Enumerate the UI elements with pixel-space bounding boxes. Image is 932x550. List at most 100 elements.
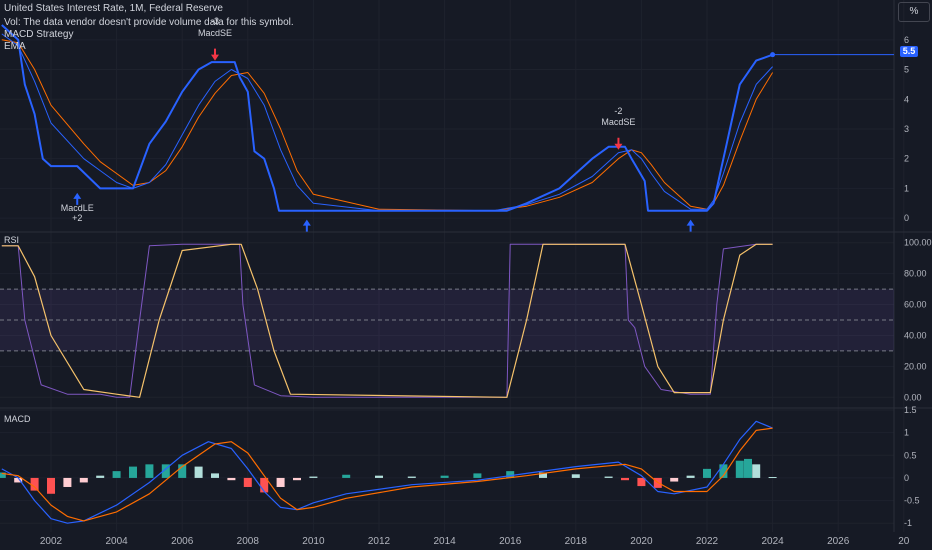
macd-histogram-bar <box>768 477 777 479</box>
short-signal-arrow <box>614 137 623 150</box>
macd-histogram-bar <box>293 477 301 481</box>
macd-histogram-bar <box>0 472 6 478</box>
macd-histogram-bar <box>686 475 695 478</box>
last-price-dot <box>770 52 776 58</box>
short-signal-qty: -2 <box>614 106 622 116</box>
price-tick-label: 3 <box>904 124 909 134</box>
macd-pane-label[interactable]: MACD <box>4 414 31 424</box>
x-tick-label: 2010 <box>302 536 325 547</box>
macd-tick-label: -1 <box>904 518 912 528</box>
price-tick-label: 5 <box>904 65 909 75</box>
price-tick-label: 0 <box>904 213 909 223</box>
macd-histogram-bar <box>161 464 170 478</box>
macd-histogram-bar <box>473 473 482 478</box>
x-tick-label: 2008 <box>237 536 260 547</box>
macd-histogram-bar <box>440 475 449 478</box>
axes: 2002 2004 2006 2008 2010 2012 2014 2016 2018 2020… <box>40 35 932 547</box>
rsi-tick-label: 100.00 <box>904 238 932 248</box>
ema-slow-line <box>1 39 774 212</box>
long-signal-arrow <box>686 219 695 232</box>
x-tick-label: 2016 <box>499 536 522 547</box>
macd-histogram-bar <box>506 471 515 478</box>
macd-histogram-bar <box>243 477 252 487</box>
macd-histogram-bar <box>129 466 137 478</box>
price-tick-label: 1 <box>904 183 909 193</box>
macd-histogram-bar <box>260 477 269 493</box>
macd-line <box>1 420 773 524</box>
macd-histogram-bar <box>744 458 752 478</box>
rsi-tick-label: 60.00 <box>904 300 927 310</box>
short-signal-label: MacdSE <box>601 117 635 127</box>
macd-histogram-bar <box>309 476 318 478</box>
macd-histogram-bar <box>621 477 629 481</box>
ema-label[interactable]: EMA <box>4 41 26 52</box>
x-tick-label: 2018 <box>565 536 588 547</box>
macd-histogram-bar <box>703 468 711 478</box>
macd-tick-label: 1.5 <box>904 405 917 415</box>
percent-scale-button[interactable]: % <box>898 2 930 22</box>
macd-histogram-bar <box>30 477 39 491</box>
price-tick-label: 4 <box>904 94 909 104</box>
macd-histogram-bar <box>14 477 23 483</box>
long-signal-qty: +2 <box>72 213 82 223</box>
macd-histogram-bar <box>145 464 154 478</box>
long-signal-label: MacdLE <box>61 203 94 213</box>
macd-histogram-bar <box>63 477 72 487</box>
rsi-tick-label: 80.00 <box>904 269 927 279</box>
macd-histogram-bar <box>194 466 203 478</box>
x-tick-label: 2020 <box>630 536 653 547</box>
rsi-tick-label: 20.00 <box>904 361 927 371</box>
x-tick-label: 2022 <box>696 536 719 547</box>
chart-marks <box>0 24 777 524</box>
macd-histogram-bar <box>375 475 383 478</box>
signal-line <box>1 427 773 522</box>
macd-histogram-bar <box>112 471 121 478</box>
panes <box>0 0 932 532</box>
volume-notice: Vol: The data vendor doesn't provide vol… <box>4 17 294 28</box>
x-tick-label: 2024 <box>761 536 784 547</box>
short-signal-qty: -3 <box>211 16 219 26</box>
x-tick-label: 2026 <box>827 536 850 547</box>
long-signal-arrow <box>73 192 82 205</box>
rsi-ma-line <box>1 243 773 398</box>
rsi-tick-label: 0.00 <box>904 392 922 402</box>
macd-histogram-bar <box>211 473 219 478</box>
macd-histogram-bar <box>342 474 351 478</box>
macd-histogram-bar <box>178 464 187 478</box>
rsi-pane-label[interactable]: RSI <box>4 235 20 245</box>
price-tick-label: 6 <box>904 35 909 45</box>
macd-histogram-bar <box>96 475 105 478</box>
x-tick-label: 2014 <box>433 536 456 547</box>
short-signal-arrow <box>211 48 219 61</box>
ema-fast-line <box>1 33 773 212</box>
x-tick-label: 2002 <box>40 536 63 547</box>
short-signal-label: MacdSE <box>198 28 232 38</box>
macd-histogram-bar <box>227 477 236 481</box>
interest-rate-line <box>1 24 773 212</box>
x-tick-label: 2012 <box>368 536 391 547</box>
macd-histogram-bar <box>539 472 547 478</box>
price-tick-label: 2 <box>904 154 909 164</box>
macd-histogram-bar <box>407 476 416 478</box>
macd-histogram-bar <box>79 477 88 483</box>
macd-histogram-bar <box>670 477 679 482</box>
x-tick-label: 2004 <box>105 536 128 547</box>
macd-histogram-bar <box>752 464 761 478</box>
rsi-tick-label: 40.00 <box>904 330 927 340</box>
macd-histogram-bar <box>604 476 613 478</box>
macd-histogram-bar <box>719 464 728 478</box>
macd-histogram-bar <box>571 474 580 478</box>
rsi-line <box>1 243 773 398</box>
macd-tick-label: 1 <box>904 428 909 438</box>
long-signal-arrow <box>302 219 311 232</box>
macd-histogram-bar <box>637 477 646 487</box>
last-price-badge: 5.5 <box>900 46 918 57</box>
x-tick-label: 20 <box>898 536 910 547</box>
macd-tick-label: 0.5 <box>904 450 917 460</box>
macd-tick-label: 0 <box>904 473 909 483</box>
x-tick-label: 2006 <box>171 536 194 547</box>
strategy-label[interactable]: MACD Strategy <box>4 29 74 40</box>
chart-title: United States Interest Rate, 1M, Federal… <box>4 3 223 14</box>
